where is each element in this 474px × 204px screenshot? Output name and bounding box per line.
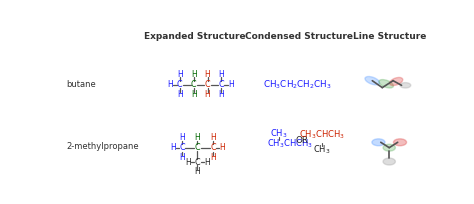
Ellipse shape (390, 78, 403, 85)
Text: H: H (219, 70, 224, 79)
Text: OR: OR (296, 136, 309, 145)
Text: C: C (210, 143, 216, 152)
Text: H: H (179, 153, 185, 162)
Text: H: H (205, 90, 210, 99)
Ellipse shape (379, 80, 393, 88)
Ellipse shape (365, 76, 380, 85)
Text: H: H (205, 70, 210, 79)
Text: H: H (191, 70, 197, 79)
Text: butane: butane (66, 80, 96, 89)
Text: H: H (167, 80, 173, 89)
Text: C: C (179, 143, 185, 152)
Ellipse shape (393, 139, 407, 146)
Text: H: H (219, 90, 224, 99)
Text: H: H (177, 70, 182, 79)
Text: H: H (185, 158, 191, 167)
Text: H: H (191, 90, 197, 99)
Text: C: C (195, 158, 201, 167)
Text: H: H (179, 133, 185, 142)
Ellipse shape (383, 158, 395, 165)
Text: Expanded Structure: Expanded Structure (145, 32, 246, 41)
Text: H: H (204, 158, 210, 167)
Text: Line Structure: Line Structure (353, 32, 427, 41)
Text: $\mathsf{CH_3CHCH_3}$: $\mathsf{CH_3CHCH_3}$ (299, 128, 345, 141)
Text: $\mathsf{CH_3}$: $\mathsf{CH_3}$ (270, 128, 288, 140)
Text: H: H (210, 133, 216, 142)
Text: H: H (228, 80, 234, 89)
Ellipse shape (372, 139, 385, 146)
Ellipse shape (400, 83, 411, 88)
Text: C: C (195, 143, 201, 152)
Text: $\mathsf{CH_3CHCH_3}$: $\mathsf{CH_3CHCH_3}$ (267, 137, 313, 150)
Text: H: H (195, 167, 201, 176)
Text: H: H (219, 143, 225, 152)
Text: C: C (191, 80, 196, 89)
Text: H: H (170, 143, 176, 152)
Text: $\mathsf{CH_3CH_2CH_2CH_3}$: $\mathsf{CH_3CH_2CH_2CH_3}$ (263, 78, 332, 91)
Text: C: C (177, 80, 182, 89)
Text: $\mathsf{CH_3}$: $\mathsf{CH_3}$ (313, 144, 331, 156)
Text: 2-methylpropane: 2-methylpropane (66, 142, 139, 151)
Text: H: H (195, 133, 201, 142)
Ellipse shape (383, 144, 395, 151)
Text: H: H (177, 90, 182, 99)
Text: C: C (219, 80, 224, 89)
Text: C: C (205, 80, 210, 89)
Text: H: H (210, 153, 216, 162)
Text: Condensed Structure: Condensed Structure (245, 32, 353, 41)
